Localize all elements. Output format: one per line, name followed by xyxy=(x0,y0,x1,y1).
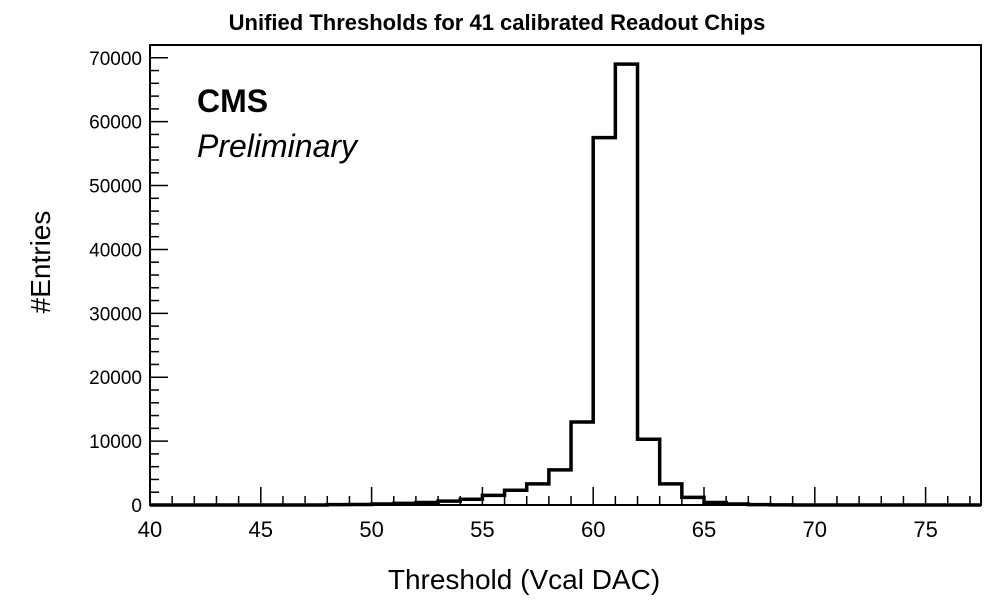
x-tick-label: 40 xyxy=(138,517,162,542)
x-tick-label: 75 xyxy=(913,517,937,542)
x-tick-label: 65 xyxy=(692,517,716,542)
x-tick-label: 50 xyxy=(359,517,383,542)
x-axis-label: Threshold (Vcal DAC) xyxy=(388,564,660,595)
chart-title: Unified Thresholds for 41 calibrated Rea… xyxy=(228,10,766,35)
y-tick-label: 20000 xyxy=(89,368,142,389)
histogram-bin xyxy=(505,490,527,505)
x-tick-label: 70 xyxy=(803,517,827,542)
histogram-bin xyxy=(660,484,682,505)
histogram-bin xyxy=(593,138,615,505)
preliminary-label: Preliminary xyxy=(197,128,359,164)
histogram-bin xyxy=(638,439,660,505)
y-tick-label: 0 xyxy=(131,496,142,517)
cms-label: CMS xyxy=(197,83,268,119)
y-tick-label: 40000 xyxy=(89,240,142,261)
x-tick-label: 45 xyxy=(249,517,273,542)
histogram-bins xyxy=(327,64,792,505)
x-tick-label: 55 xyxy=(470,517,494,542)
y-tick-label: 10000 xyxy=(89,432,142,453)
y-tick-label: 30000 xyxy=(89,304,142,325)
plot-frame xyxy=(149,44,982,506)
histogram-bin xyxy=(571,422,593,505)
axis-ticks: 40 45 50 55 60 65 70 75 0 10000 20000 30000 40000 500… xyxy=(89,44,971,542)
y-axis-label: #Entries xyxy=(25,211,56,314)
y-tick-label: 50000 xyxy=(89,177,142,198)
x-tick-label: 60 xyxy=(581,517,605,542)
y-tick-label: 60000 xyxy=(89,113,142,134)
histogram-bin xyxy=(549,470,571,505)
histogram-bin xyxy=(527,484,549,505)
y-tick-label: 70000 xyxy=(89,49,142,70)
histogram-bin xyxy=(615,64,637,505)
